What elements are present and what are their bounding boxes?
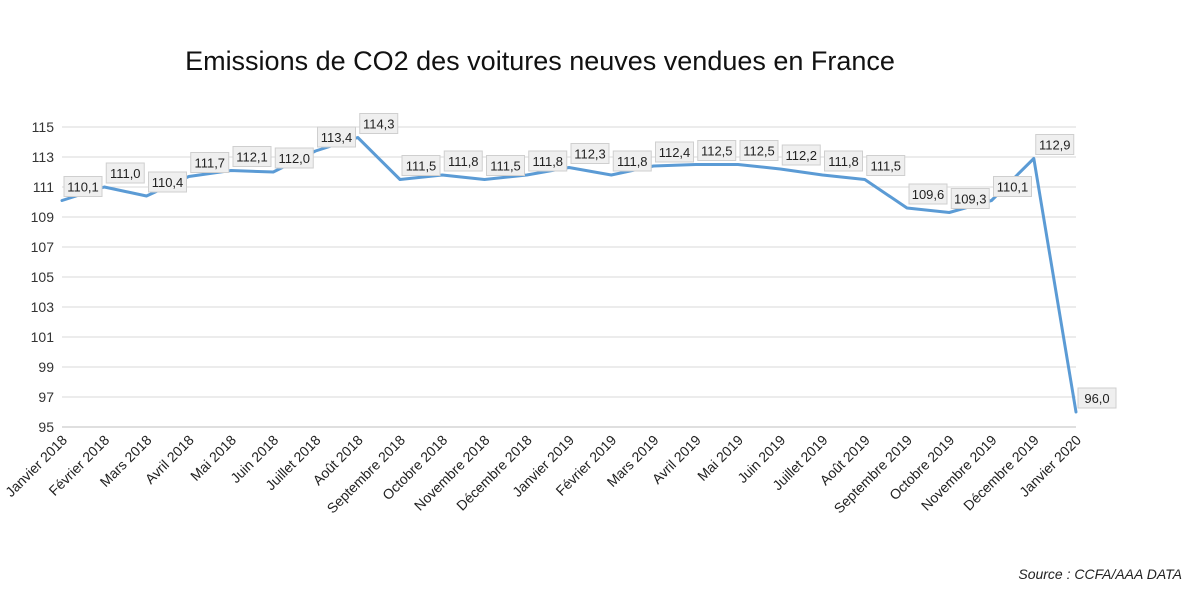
data-label: 110,1	[63, 176, 103, 197]
y-tick-label: 115	[32, 119, 55, 135]
data-label-text: 112,2	[785, 148, 817, 163]
data-label-box	[697, 140, 737, 161]
chart-source: Source : CCFA/AAA DATA	[1018, 566, 1182, 582]
data-label-box	[528, 150, 568, 172]
data-label-text: 110,1	[997, 180, 1029, 195]
data-label: 109,3	[950, 188, 990, 209]
data-label-box	[950, 188, 990, 209]
data-label-text: 111,5	[406, 159, 437, 174]
data-label-box	[866, 155, 906, 176]
y-tick-label: 99	[38, 359, 54, 375]
gridlines	[62, 126, 1076, 428]
data-label: 112,9	[1035, 134, 1075, 155]
data-label-text: 112,5	[743, 144, 775, 159]
data-label-text: 114,3	[363, 117, 395, 132]
y-tick-label: 95	[38, 419, 54, 435]
y-tick-label: 111	[33, 179, 54, 195]
data-label: 109,6	[908, 183, 948, 205]
y-tick-label: 113	[32, 149, 55, 165]
data-label: 112,1	[232, 146, 272, 167]
series-line-layer	[60, 136, 1078, 414]
data-label-box	[570, 143, 610, 164]
data-label-text: 96,0	[1084, 391, 1109, 406]
y-tick-label: 97	[38, 389, 54, 405]
data-label-text: 111,0	[110, 166, 141, 181]
x-tick-label: Novembre 2019	[918, 432, 1000, 514]
data-label-box	[908, 183, 948, 205]
chart-title: Emissions de CO2 des voitures neuves ven…	[185, 46, 895, 76]
y-tick-label: 101	[31, 329, 55, 345]
data-label: 111,5	[866, 155, 906, 176]
y-tick-label: 107	[31, 239, 55, 255]
data-label: 113,4	[317, 126, 356, 148]
data-label-text: 112,0	[278, 151, 310, 166]
series-line	[60, 136, 1078, 414]
data-label-box	[1035, 134, 1075, 155]
data-label: 111,0	[105, 162, 145, 184]
data-label: 96,0	[1077, 387, 1117, 409]
data-label-text: 111,5	[490, 159, 521, 174]
data-label: 111,8	[528, 150, 568, 172]
data-label-box	[739, 140, 779, 161]
data-label: 112,5	[697, 140, 737, 161]
data-label: 112,2	[781, 144, 821, 166]
data-label-text: 112,4	[659, 145, 691, 160]
data-label-text: 112,5	[701, 144, 733, 159]
data-label: 114,3	[359, 113, 399, 134]
y-tick-label: 103	[31, 299, 55, 315]
data-label-box	[63, 176, 103, 197]
data-label-text: 109,6	[912, 187, 945, 202]
data-label: 111,8	[443, 150, 483, 172]
data-label-box	[317, 126, 356, 148]
data-label-text: 109,3	[954, 192, 987, 207]
data-label-box	[443, 150, 483, 172]
data-label-text: 113,4	[321, 130, 353, 145]
data-label-box	[1077, 387, 1117, 409]
data-label-box	[190, 152, 230, 173]
data-label: 112,5	[739, 140, 779, 161]
x-tick-label: Décembre 2018	[453, 432, 535, 514]
data-label-box	[612, 150, 652, 172]
data-label-box	[781, 144, 821, 166]
data-label: 112,0	[274, 147, 314, 169]
x-tick-label: Novembre 2018	[411, 432, 493, 514]
data-label-text: 112,3	[574, 147, 606, 162]
y-axis-ticks: 95 97 99 101 103 105 107 109 111 113 115	[31, 119, 55, 435]
data-label: 110,1	[993, 176, 1032, 197]
data-label-box	[274, 147, 314, 169]
data-label-box	[824, 150, 863, 172]
data-label-text: 111,5	[870, 159, 901, 174]
data-label-box	[486, 155, 525, 176]
data-label-box	[993, 176, 1032, 197]
data-label: 111,7	[190, 152, 230, 173]
data-label-text: 111,8	[448, 154, 479, 169]
data-label-text: 111,8	[617, 154, 648, 169]
data-label-text: 110,1	[67, 180, 99, 195]
data-label-box	[359, 113, 399, 134]
data-label-text: 111,8	[828, 154, 859, 169]
data-label-text: 112,1	[236, 150, 268, 165]
data-label-box	[232, 146, 272, 167]
x-tick-label: Décembre 2019	[960, 432, 1042, 514]
data-label-text: 111,7	[194, 156, 225, 171]
data-labels: 110,1 111,0 110,4 111,7 112,1 112,0 113,4 114,3…	[63, 113, 1117, 409]
data-label-box	[148, 171, 187, 193]
data-label: 111,8	[612, 150, 652, 172]
data-label: 110,4	[148, 171, 187, 193]
data-label-text: 111,8	[532, 154, 563, 169]
data-label: 112,4	[655, 141, 694, 163]
data-label-box	[105, 162, 145, 184]
y-tick-label: 105	[31, 269, 55, 285]
y-tick-label: 109	[31, 209, 55, 225]
data-label: 111,5	[486, 155, 525, 176]
data-label: 111,8	[824, 150, 863, 172]
data-label-box	[401, 155, 441, 176]
data-label: 111,5	[401, 155, 441, 176]
data-label-text: 112,9	[1039, 138, 1071, 153]
data-label: 112,3	[570, 143, 610, 164]
data-label-text: 110,4	[152, 175, 184, 190]
data-label-box	[655, 141, 694, 163]
